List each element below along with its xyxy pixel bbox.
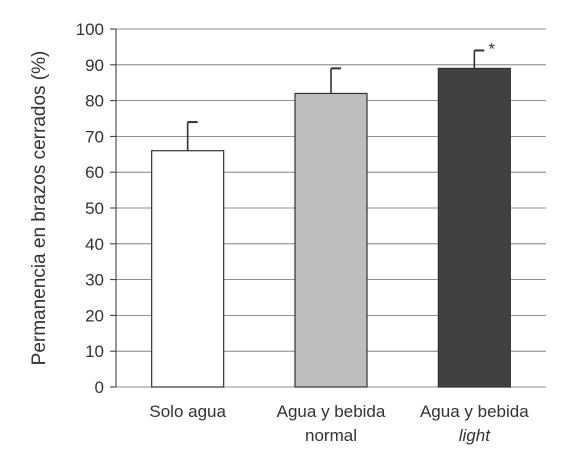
bar [437,67,511,388]
y-tick-label: 10 [85,342,104,361]
y-tick-label: 70 [85,127,104,146]
bars [151,67,511,388]
y-tick-label: 100 [76,20,104,39]
y-tick-label: 40 [85,235,104,254]
x-category-label: Agua y bebida [420,402,529,421]
y-axis [110,28,117,388]
y-tick-label: 50 [85,199,104,218]
y-axis-label: Permanencia en brazos cerrados (%) [29,51,50,366]
bar [151,150,225,388]
x-category-label: normal [305,426,357,445]
annotations: * [488,39,495,58]
x-category-label: Agua y bebida [277,402,386,421]
y-tick-label: 60 [85,163,104,182]
x-category-label: Solo agua [149,402,226,421]
bar [294,92,368,388]
y-tick-label: 30 [85,271,104,290]
error-bars [186,49,485,151]
x-category-label: light [459,426,491,445]
y-tick-label: 90 [85,56,104,75]
y-tick-labels: 0 10 20 30 40 50 60 70 80 90 100 [76,20,104,397]
y-tick-label: 0 [95,378,104,397]
y-tick-label: 20 [85,306,104,325]
x-category-labels: Solo agua Agua y bebida normal Agua y bebid… [149,402,529,445]
y-tick-label: 80 [85,92,104,111]
significance-asterisk: * [488,39,495,58]
